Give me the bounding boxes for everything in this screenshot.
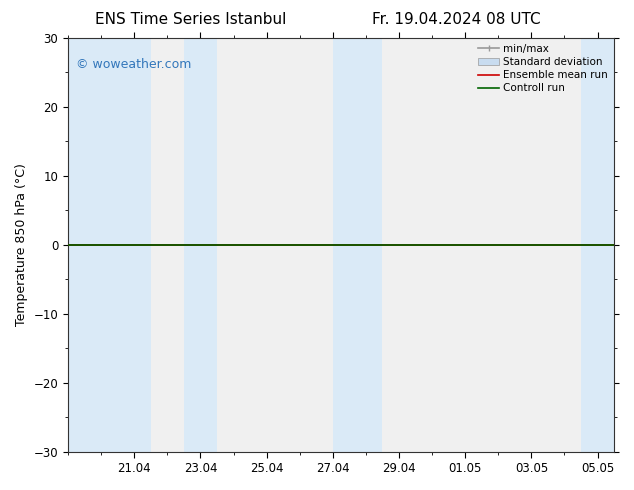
Bar	[184, 38, 217, 452]
Text: © woweather.com: © woweather.com	[76, 58, 191, 72]
Bar	[68, 38, 151, 452]
Text: ENS Time Series Istanbul: ENS Time Series Istanbul	[94, 12, 286, 27]
Legend: min/max, Standard deviation, Ensemble mean run, Controll run: min/max, Standard deviation, Ensemble me…	[474, 40, 612, 98]
Bar	[333, 38, 382, 452]
Bar	[581, 38, 614, 452]
Text: Fr. 19.04.2024 08 UTC: Fr. 19.04.2024 08 UTC	[372, 12, 541, 27]
Y-axis label: Temperature 850 hPa (°C): Temperature 850 hPa (°C)	[15, 163, 28, 326]
